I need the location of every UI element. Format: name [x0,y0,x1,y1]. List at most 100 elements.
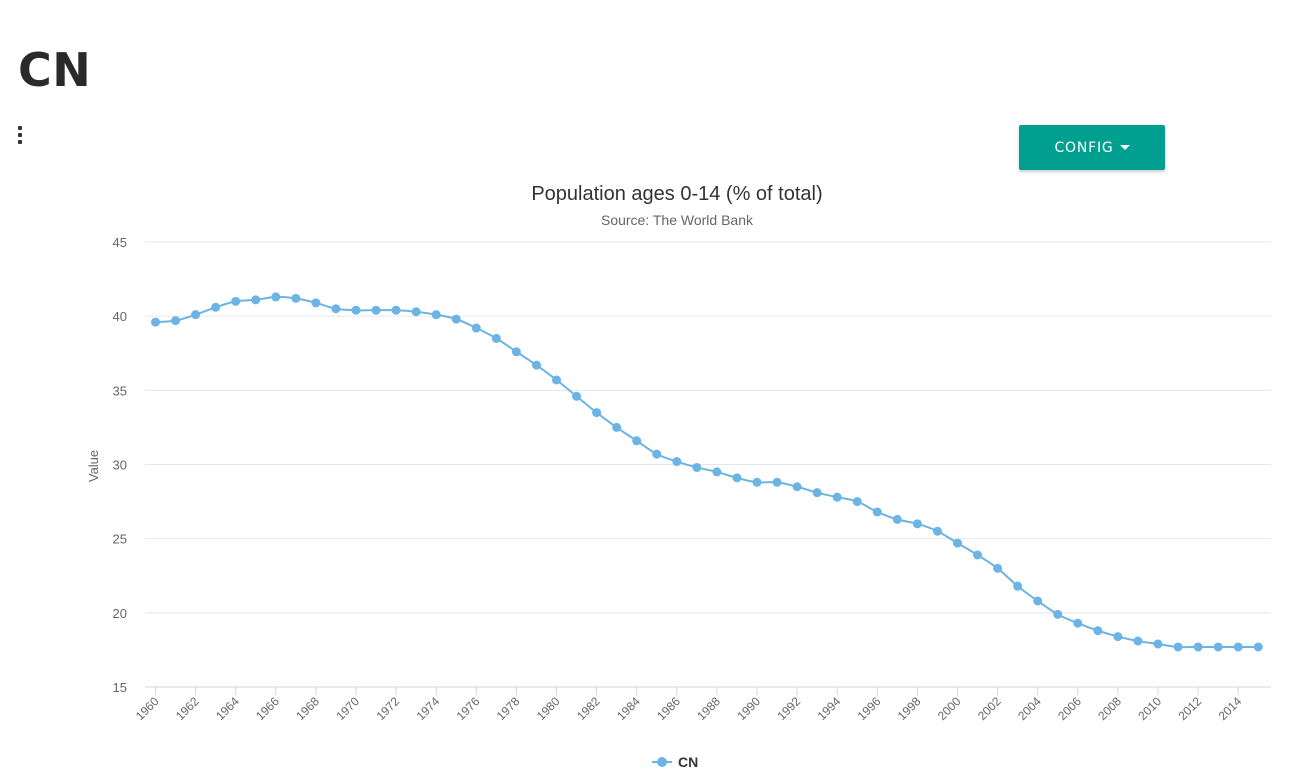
legend[interactable]: CN [652,754,698,770]
data-point[interactable] [231,296,241,306]
data-point[interactable] [993,563,1003,573]
y-axis-ticks: 15 20 25 30 35 40 45 [113,235,127,695]
data-point[interactable] [311,298,321,308]
data-point[interactable] [1093,626,1103,636]
x-tick-label: 1960 [133,694,162,723]
x-tick-label: 2002 [975,694,1004,723]
data-point[interactable] [912,519,922,529]
data-point[interactable] [271,292,281,302]
data-point[interactable] [632,436,642,446]
data-point[interactable] [191,310,201,320]
data-point[interactable] [1073,618,1083,628]
data-point[interactable] [672,457,682,467]
data-point[interactable] [291,293,301,303]
data-point[interactable] [712,467,722,477]
x-tick-label: 1998 [895,694,924,723]
data-point[interactable] [953,538,962,548]
data-point[interactable] [872,507,882,517]
data-point[interactable] [1153,639,1163,649]
data-point[interactable] [391,305,401,315]
data-point[interactable] [531,360,541,370]
data-point[interactable] [932,526,942,536]
data-point[interactable] [612,422,622,432]
data-point[interactable] [151,317,160,327]
data-point[interactable] [592,408,602,418]
data-point[interactable] [1193,642,1203,652]
data-point[interactable] [1033,596,1043,606]
y-axis-label: Value [86,450,101,482]
data-point[interactable] [491,333,501,343]
config-button-label: CONFIG [1054,139,1114,156]
y-tick-label: 15 [113,680,127,695]
x-tick-label: 1976 [454,694,483,723]
vertical-ellipsis-icon[interactable] [14,124,26,148]
data-point[interactable] [1013,581,1023,591]
x-tick-label: 1968 [293,694,322,723]
data-point[interactable] [351,305,361,315]
x-tick-label: 2008 [1095,694,1124,723]
x-tick-label: 1996 [855,694,884,723]
x-tick-label: 1984 [614,694,643,723]
x-tick-label: 1990 [734,694,763,723]
x-tick-label: 2004 [1015,694,1044,723]
x-tick-label: 1964 [213,694,242,723]
data-point[interactable] [1053,609,1063,619]
y-tick-label: 35 [113,383,127,398]
data-point[interactable] [652,449,662,459]
data-point[interactable] [852,497,862,507]
data-point[interactable] [1253,642,1263,652]
data-point[interactable] [1233,642,1243,652]
data-point[interactable] [451,314,461,324]
gridlines [145,241,1271,614]
data-point[interactable] [552,375,561,385]
y-tick-label: 30 [113,458,127,473]
x-tick-label: 1988 [694,694,723,723]
data-point[interactable] [973,550,983,560]
data-point[interactable] [752,477,762,487]
data-point[interactable] [471,323,481,333]
y-tick-label: 20 [113,606,127,621]
series-group [151,292,1263,652]
caret-down-icon [1119,145,1130,150]
x-tick-label: 1972 [373,694,402,723]
data-point[interactable] [251,295,261,305]
data-point[interactable] [732,473,742,483]
data-point[interactable] [431,310,441,320]
data-point[interactable] [411,307,421,317]
chart-subtitle: Source: The World Bank [601,212,754,228]
y-tick-label: 25 [113,532,127,547]
data-point[interactable] [572,391,582,401]
line-chart: Population ages 0-14 (% of total) Source… [86,183,1271,770]
data-point[interactable] [832,492,842,502]
x-tick-label: 2014 [1216,694,1245,723]
data-point[interactable] [1133,636,1143,646]
x-tick-label: 1986 [654,694,683,723]
x-tick-label: 2012 [1175,694,1204,723]
data-point[interactable] [371,305,381,315]
data-point[interactable] [812,488,822,498]
data-point[interactable] [1113,632,1123,642]
data-point[interactable] [171,316,181,326]
x-tick-label: 1978 [494,694,523,723]
x-tick-label: 1994 [815,694,844,723]
config-button[interactable]: CONFIG [1019,125,1165,170]
x-tick-label: 2006 [1055,694,1084,723]
data-point[interactable] [511,347,521,357]
data-point[interactable] [1213,642,1223,652]
data-point[interactable] [331,304,341,314]
series-line-CN [155,295,1259,649]
data-point[interactable] [211,302,221,312]
x-tick-label: 1992 [774,694,803,723]
data-point[interactable] [792,482,802,492]
y-tick-label: 40 [113,309,127,324]
data-point[interactable] [772,477,782,487]
data-point[interactable] [692,462,702,472]
x-tick-label: 1970 [333,694,362,723]
data-point[interactable] [892,514,902,524]
x-tick-label: 1966 [253,694,282,723]
x-tick-label: 1980 [534,694,563,723]
legend-label[interactable]: CN [678,754,698,770]
x-tick-label: 1974 [414,694,443,723]
y-tick-label: 45 [113,235,127,250]
data-point[interactable] [1173,642,1183,652]
